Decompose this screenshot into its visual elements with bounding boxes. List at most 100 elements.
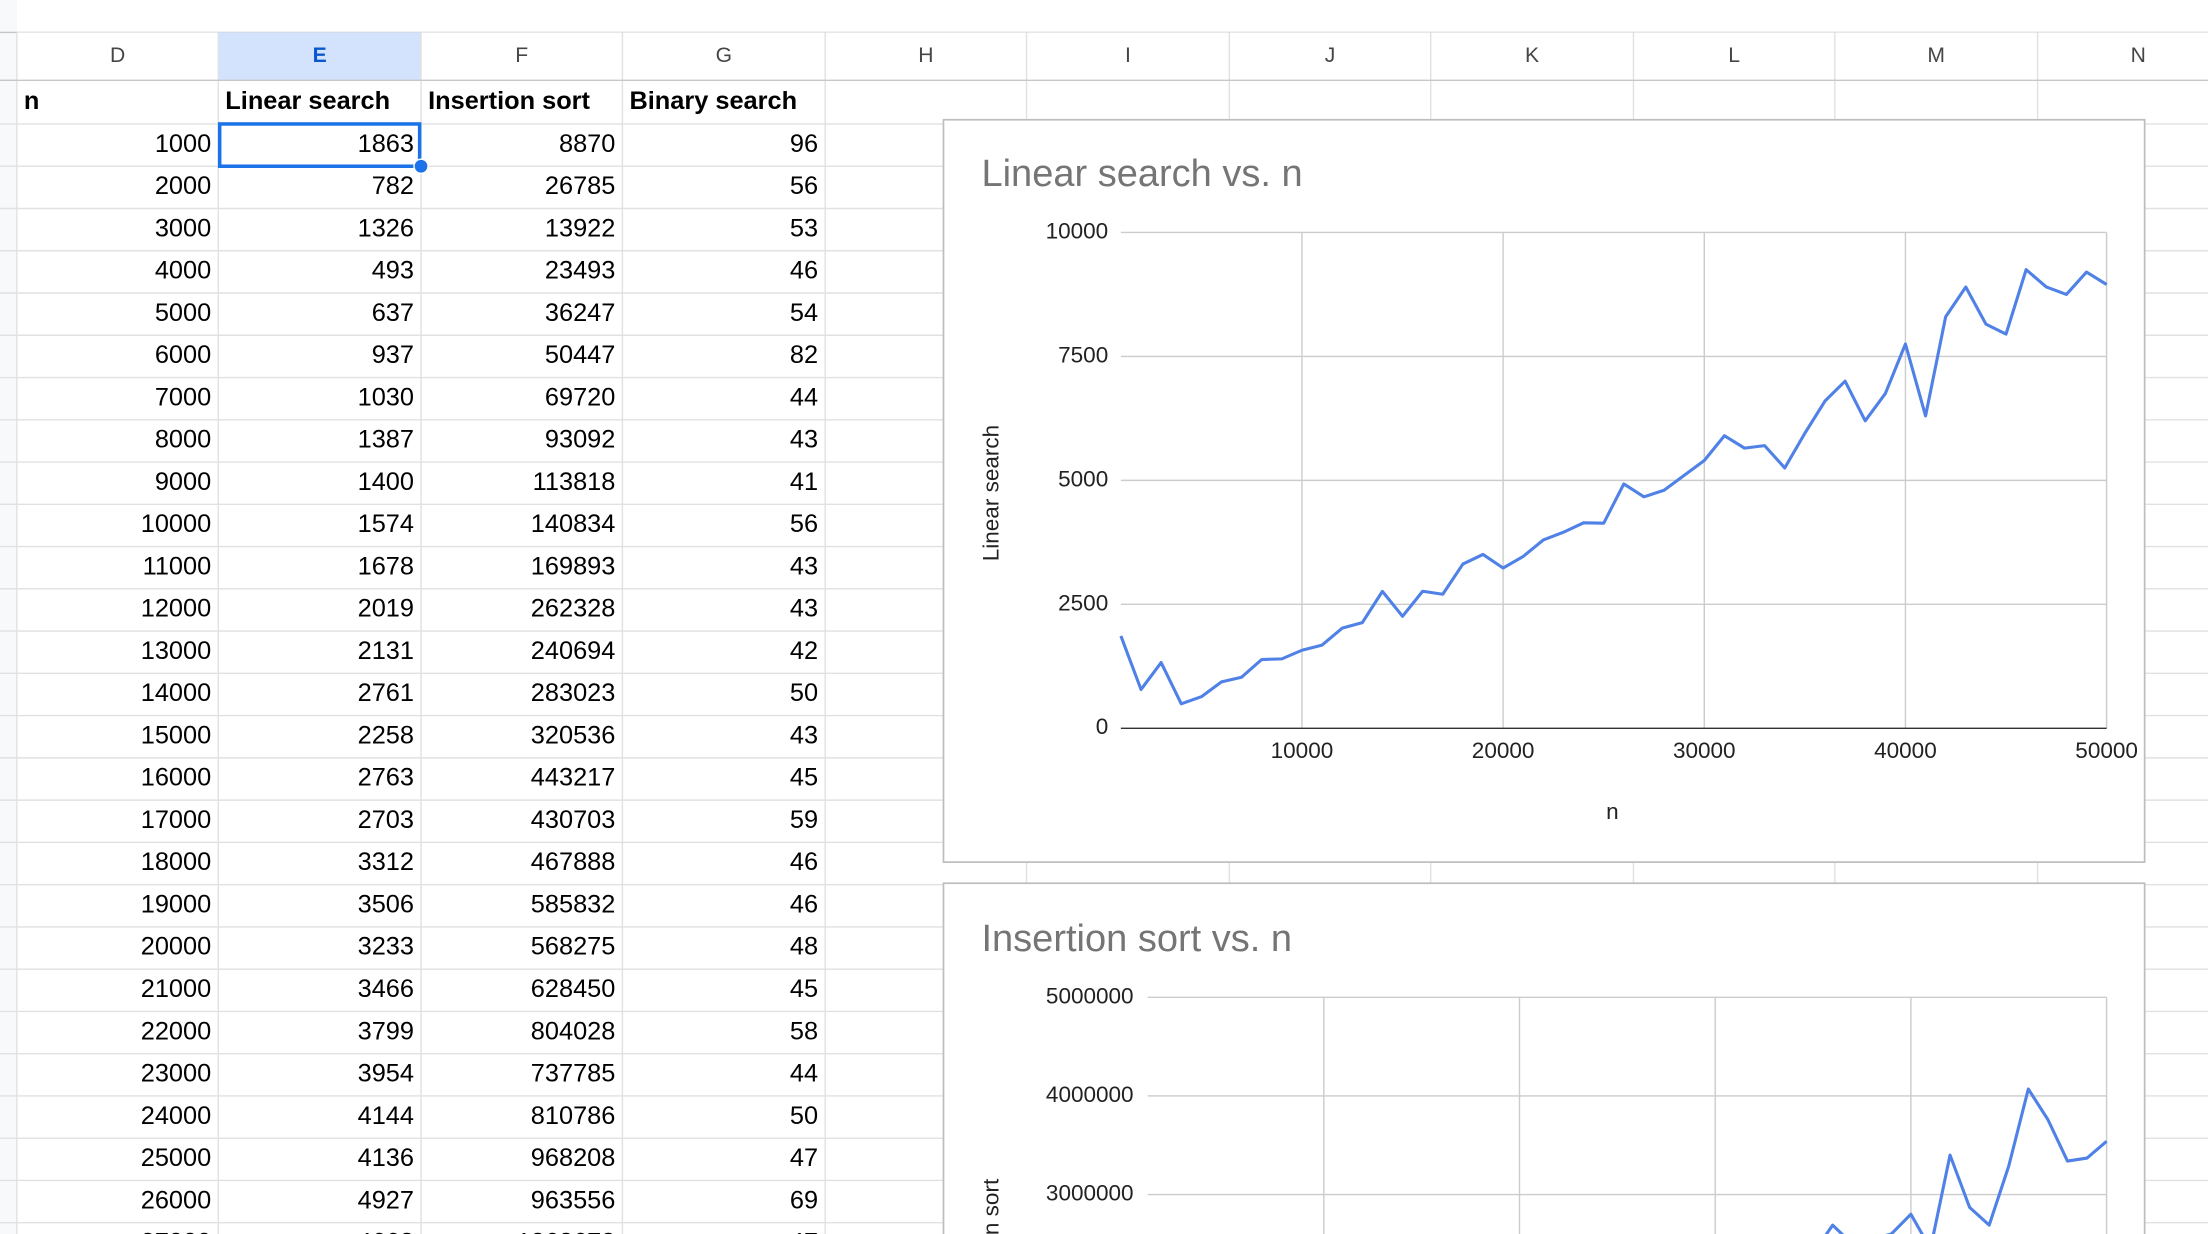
cell: 10000: [141, 510, 211, 538]
cell: 47: [790, 1229, 818, 1234]
cell: 8000: [155, 426, 211, 454]
cell: 1400: [358, 468, 414, 496]
column-letter: D: [110, 44, 125, 67]
cell: 26000: [141, 1186, 211, 1214]
cell: 637: [372, 299, 414, 327]
cell: 493: [372, 257, 414, 285]
header-cell: n: [24, 87, 39, 115]
cell: 1368673: [517, 1229, 616, 1234]
cell: 59: [790, 806, 818, 834]
cell: 43: [790, 552, 818, 580]
cell: 47: [790, 1144, 818, 1172]
column-letter: F: [515, 44, 528, 67]
column-letter: N: [2131, 44, 2146, 67]
cell: 43: [790, 595, 818, 623]
chart-frame: [942, 118, 2146, 863]
y-tick-label: 10000: [1046, 218, 1109, 243]
x-tick-label: 40000: [1874, 738, 1937, 763]
cell: 1863: [358, 130, 414, 158]
selected-column-header: [218, 32, 422, 81]
x-tick-label: 30000: [1673, 738, 1736, 763]
cell: 15000: [141, 721, 211, 749]
column-letter: L: [1728, 44, 1740, 67]
cell: 11000: [143, 552, 212, 580]
cell: 42: [790, 637, 818, 665]
cell: 69720: [545, 383, 615, 411]
cell: 568275: [531, 933, 616, 961]
cell: 58: [790, 1017, 818, 1045]
cell: 4000: [155, 257, 211, 285]
cell: 25000: [141, 1144, 211, 1172]
cell: 3506: [358, 890, 414, 918]
column-letter: H: [918, 44, 933, 67]
cell: 46: [790, 890, 818, 918]
header-cell: Binary search: [629, 87, 797, 115]
x-tick-label: 50000: [2075, 738, 2138, 763]
cell: 430703: [531, 806, 616, 834]
cell: 2131: [358, 637, 414, 665]
cell: 443217: [531, 764, 616, 792]
x-axis-title: n: [1606, 799, 1619, 824]
y-tick-label: 5000: [1058, 466, 1108, 491]
cell: 4668: [358, 1229, 414, 1234]
cell: 1326: [358, 214, 414, 242]
cell: 140834: [531, 510, 616, 538]
cell: 3954: [358, 1060, 414, 1088]
cell: 46: [790, 257, 818, 285]
cell: 21000: [141, 975, 211, 1003]
column-letter: K: [1525, 44, 1539, 67]
cell: 963556: [531, 1186, 616, 1214]
chart-title: Insertion sort vs. n: [981, 918, 1292, 960]
cell: 9000: [155, 468, 211, 496]
cell: 19000: [141, 890, 211, 918]
cell: 2761: [358, 679, 414, 707]
cell: 782: [372, 172, 414, 200]
cell: 3799: [358, 1017, 414, 1045]
cell: 937: [372, 341, 414, 369]
column-letter: J: [1325, 44, 1336, 67]
cell: 82: [790, 341, 818, 369]
header-cell: Insertion sort: [428, 87, 590, 115]
cell: 48: [790, 933, 818, 961]
cell: 23000: [141, 1060, 211, 1088]
cell: 1574: [358, 510, 414, 538]
cell: 13922: [545, 214, 615, 242]
cell: 968208: [531, 1144, 616, 1172]
cell: 283023: [531, 679, 616, 707]
cell: 56: [790, 510, 818, 538]
cell: 585832: [531, 890, 616, 918]
fill-handle: [413, 158, 429, 174]
cell: 43: [790, 721, 818, 749]
y-tick-label: 2500: [1058, 590, 1108, 615]
cell: 93092: [545, 426, 615, 454]
cell: 44: [790, 1060, 818, 1088]
y-axis-title: Insertion sort: [979, 1178, 1004, 1234]
cell: 53: [790, 214, 818, 242]
cell: 69: [790, 1186, 818, 1214]
cell: 8870: [559, 130, 615, 158]
cell: 2258: [358, 721, 414, 749]
cell: 240694: [531, 637, 616, 665]
cell: 262328: [531, 595, 616, 623]
cell: 18000: [141, 848, 211, 876]
cell: 45: [790, 975, 818, 1003]
cell: 1030: [358, 383, 414, 411]
chart: Linear search vs. n Linear search n 0 2500 50…: [942, 118, 2146, 863]
cell: 43: [790, 426, 818, 454]
chart: Insertion sort vs. n Insertion sort 300000…: [942, 882, 2146, 1234]
cell: 5000: [155, 299, 211, 327]
cell: 13000: [141, 637, 211, 665]
y-tick-label: 3000000: [1046, 1181, 1134, 1206]
cell: 36247: [545, 299, 615, 327]
cell: 54: [790, 299, 818, 327]
cell: 17000: [141, 806, 211, 834]
cell: 3312: [358, 848, 414, 876]
cell: 12000: [141, 595, 211, 623]
cell: 3466: [358, 975, 414, 1003]
cell: 6000: [155, 341, 211, 369]
cell: 23493: [545, 257, 615, 285]
cell: 2703: [358, 806, 414, 834]
y-tick-label: 0: [1096, 714, 1109, 739]
